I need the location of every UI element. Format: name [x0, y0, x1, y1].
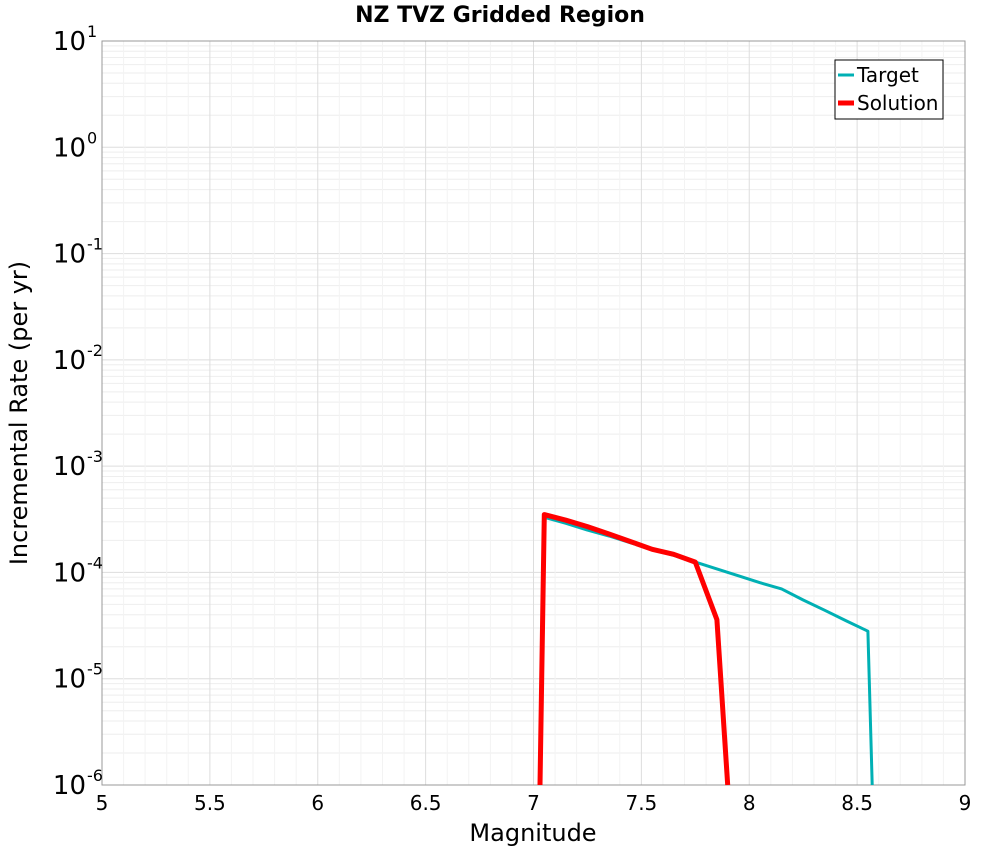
- y-tick-exponent: 1: [87, 22, 97, 41]
- y-tick-label: 10: [53, 27, 86, 57]
- x-tick-label: 9: [959, 791, 972, 815]
- y-tick-exponent: -6: [87, 766, 103, 785]
- series-layer: [537, 512, 874, 786]
- plot-frame: [101, 40, 966, 786]
- grid: [101, 41, 966, 786]
- legend: Target Solution: [834, 59, 944, 120]
- series-line-solution: [537, 512, 731, 786]
- legend-label-solution: Solution: [857, 91, 938, 115]
- y-tick-label: 10: [53, 771, 86, 801]
- x-tick-label: 8.5: [841, 791, 873, 815]
- series-line-target: [543, 515, 874, 786]
- x-tick-label: 5: [96, 791, 109, 815]
- chart-title: NZ TVZ Gridded Region: [355, 3, 645, 28]
- y-tick-label: 10: [53, 558, 86, 588]
- x-tick-label: 5.5: [194, 791, 226, 815]
- legend-box: [834, 59, 944, 120]
- y-tick-label: 10: [53, 665, 86, 695]
- y-tick-label: 10: [53, 346, 86, 376]
- x-axis-ticks: 5 5.5 6 6.5 7 7.5 8 8.5 9: [96, 791, 972, 815]
- y-axis-label: Incremental Rate (per yr): [5, 261, 33, 565]
- y-tick-label: 10: [53, 452, 86, 482]
- y-tick-exponent: -1: [87, 235, 103, 254]
- x-tick-label: 8: [743, 791, 756, 815]
- y-tick-label: 10: [53, 240, 86, 270]
- x-axis-label: Magnitude: [469, 819, 596, 847]
- y-tick-exponent: 0: [87, 128, 97, 147]
- y-tick-exponent: -2: [87, 341, 103, 360]
- y-tick-exponent: -3: [87, 447, 103, 466]
- y-tick-exponent: -4: [87, 553, 103, 572]
- x-tick-label: 7: [527, 791, 540, 815]
- y-tick-exponent: -5: [87, 660, 103, 679]
- x-tick-label: 6: [311, 791, 324, 815]
- y-tick-label: 10: [53, 133, 86, 163]
- legend-label-target: Target: [856, 63, 919, 87]
- x-tick-label: 7.5: [625, 791, 657, 815]
- x-tick-label: 6.5: [410, 791, 442, 815]
